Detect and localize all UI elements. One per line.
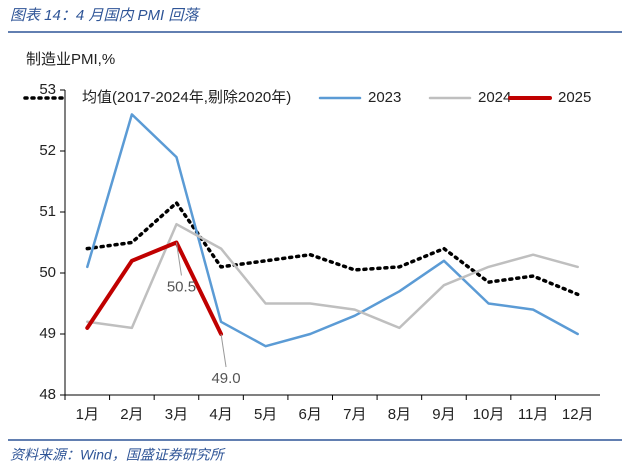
legend-label: 2023 [368, 89, 401, 106]
x-tick-label: 11月 [518, 406, 549, 423]
y-axis-label: 制造业PMI,% [26, 51, 115, 68]
y-tick-label: 48 [39, 386, 56, 403]
x-tick-label: 6月 [299, 406, 322, 423]
leader-line [175, 242, 182, 276]
series-line [86, 222, 579, 330]
x-tick-label: 12月 [562, 406, 594, 423]
data-label: 50.5 [167, 278, 196, 295]
series-line [85, 201, 580, 297]
y-tick-label: 49 [39, 325, 56, 342]
x-tick-label: 4月 [209, 406, 232, 423]
y-tick-label: 50 [39, 264, 56, 281]
data-label: 49.0 [211, 370, 240, 387]
series-line [86, 113, 579, 348]
x-tick-label: 7月 [343, 406, 366, 423]
legend-label: 2024 [478, 89, 511, 106]
leader-line [220, 333, 227, 368]
x-tick-label: 1月 [76, 406, 99, 423]
y-tick-label: 53 [39, 81, 56, 98]
x-tick-label: 5月 [254, 406, 277, 423]
legend-label: 2025 [558, 89, 591, 106]
x-tick-label: 3月 [165, 406, 188, 423]
source: 资料来源：Wind，国盛证券研究所 [10, 447, 226, 463]
series-line [85, 240, 224, 336]
legend-label: 均值(2017-2024年,剔除2020年) [82, 89, 291, 106]
x-tick-label: 9月 [432, 406, 455, 423]
x-tick-label: 10月 [473, 406, 505, 423]
chart-title: 图表 14：4 月国内 PMI 回落 [10, 7, 200, 24]
y-tick-label: 52 [39, 142, 56, 159]
y-tick-label: 51 [39, 203, 56, 220]
x-tick-label: 8月 [388, 406, 411, 423]
x-tick-label: 2月 [120, 406, 143, 423]
